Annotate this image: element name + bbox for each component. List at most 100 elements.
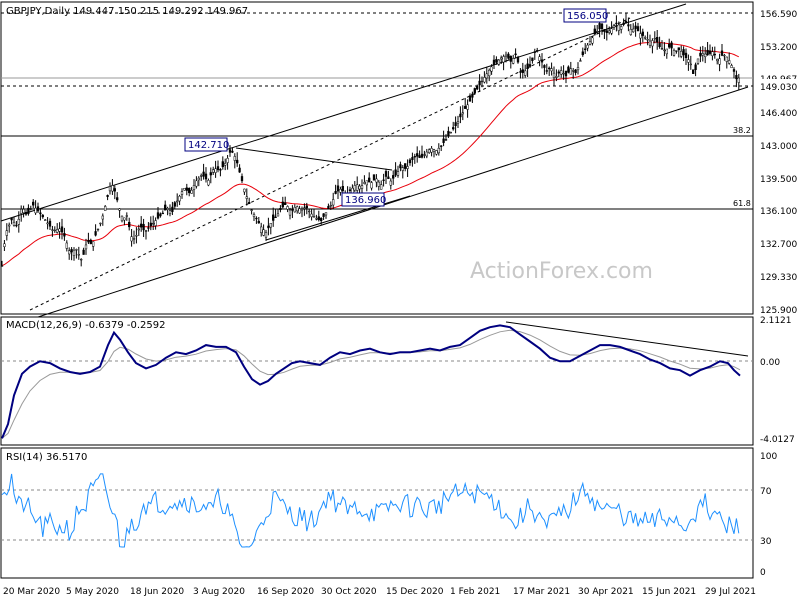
candle-body <box>161 212 164 215</box>
macd-line <box>1 324 741 439</box>
candle-body <box>416 153 419 157</box>
candle-body <box>725 56 728 62</box>
candle-body <box>219 169 222 171</box>
candle-body <box>562 72 565 75</box>
candle-body <box>48 220 52 227</box>
candle-body <box>382 179 385 181</box>
candle-body <box>442 138 445 143</box>
macd-trendline <box>505 321 749 357</box>
candle-body <box>365 180 368 186</box>
candle-body <box>699 52 702 57</box>
annotation-box <box>341 192 385 207</box>
candle-body <box>195 180 198 187</box>
candle-body <box>377 181 380 187</box>
candle-body <box>480 80 484 83</box>
candle-body <box>12 221 16 226</box>
candle-body <box>10 217 13 221</box>
candle-body <box>716 59 719 62</box>
candle-body <box>483 77 486 83</box>
candle-body <box>432 149 436 152</box>
candle-body <box>236 159 239 164</box>
macd-tick-label: 0.00 <box>760 358 780 368</box>
candle-body <box>598 23 601 30</box>
candle-body <box>51 229 54 231</box>
candle-body <box>360 185 364 189</box>
candle-body <box>308 210 311 213</box>
candle-body <box>293 207 296 213</box>
annotation-box <box>563 8 607 23</box>
candle-body <box>204 173 208 180</box>
candle-body <box>262 229 265 236</box>
price-axis: 156.590153.200149.967149.030146.400143.0… <box>756 10 798 316</box>
candle-body <box>504 54 508 57</box>
candle-body <box>279 208 282 211</box>
candle-body <box>332 199 335 206</box>
candle-body <box>96 228 100 231</box>
candle-body <box>20 208 23 214</box>
candle-body <box>111 185 114 192</box>
candle-body <box>36 206 40 212</box>
candle-body <box>723 54 726 57</box>
candle-body <box>140 223 143 228</box>
candle-body <box>180 191 184 195</box>
candle-body <box>284 202 287 206</box>
annotation-box <box>184 137 228 152</box>
candle-body <box>178 195 181 202</box>
candle-body <box>689 63 692 66</box>
price-tick-label: 132.700 <box>760 240 797 250</box>
candle-body <box>185 187 188 191</box>
candle-body <box>440 145 443 147</box>
candle-body <box>449 131 452 134</box>
annotation-label: 156.050 <box>567 11 608 22</box>
candle-body <box>260 226 263 233</box>
candle-body <box>459 113 462 118</box>
candle-body <box>485 73 488 79</box>
candle-body <box>250 209 253 211</box>
candle-body <box>557 71 560 74</box>
candle-body <box>84 244 88 250</box>
candle-body <box>183 188 186 191</box>
date-tick-label: 30 Oct 2020 <box>321 587 377 597</box>
candle-body <box>123 217 126 221</box>
price-tick-label: 149.030 <box>760 83 797 93</box>
candle-body <box>411 157 414 160</box>
candle-body <box>233 156 236 161</box>
candle-body <box>521 69 524 73</box>
candle-body <box>389 180 392 186</box>
candle-body <box>694 64 697 70</box>
candle-body <box>574 69 577 73</box>
rsi-tick-label: 0 <box>760 568 766 578</box>
candle-body <box>704 53 707 58</box>
candle-body <box>248 202 251 204</box>
candle-body <box>0 265 4 267</box>
date-tick-label: 16 Sep 2020 <box>257 587 314 597</box>
candle-body <box>240 176 244 182</box>
candle-body <box>315 218 318 220</box>
candle-body <box>34 207 37 214</box>
candle-body <box>255 217 258 220</box>
candle-body <box>399 164 402 169</box>
candle-body <box>5 230 8 236</box>
candle-body <box>29 208 32 210</box>
candle-body <box>447 130 450 137</box>
candle-body <box>488 69 491 77</box>
candle-body <box>514 53 517 56</box>
candle-body <box>404 163 407 169</box>
candle-body <box>548 67 551 70</box>
candle-body <box>368 177 371 183</box>
date-tick-label: 3 Aug 2020 <box>193 587 245 597</box>
date-tick-label: 18 Jun 2020 <box>130 587 184 597</box>
candle-body <box>209 172 212 176</box>
candle-body <box>728 60 731 64</box>
date-tick-label: 29 Jul 2021 <box>705 587 756 597</box>
candle-body <box>401 167 404 171</box>
candle-body <box>632 28 635 33</box>
candle-body <box>584 48 587 50</box>
candle-body <box>620 26 623 30</box>
candle-body <box>336 185 340 192</box>
candle-body <box>713 53 716 56</box>
candle-body <box>65 242 68 249</box>
candle-body <box>94 231 97 236</box>
price-tick-label: 143.000 <box>760 142 797 152</box>
candle-body <box>555 76 558 78</box>
